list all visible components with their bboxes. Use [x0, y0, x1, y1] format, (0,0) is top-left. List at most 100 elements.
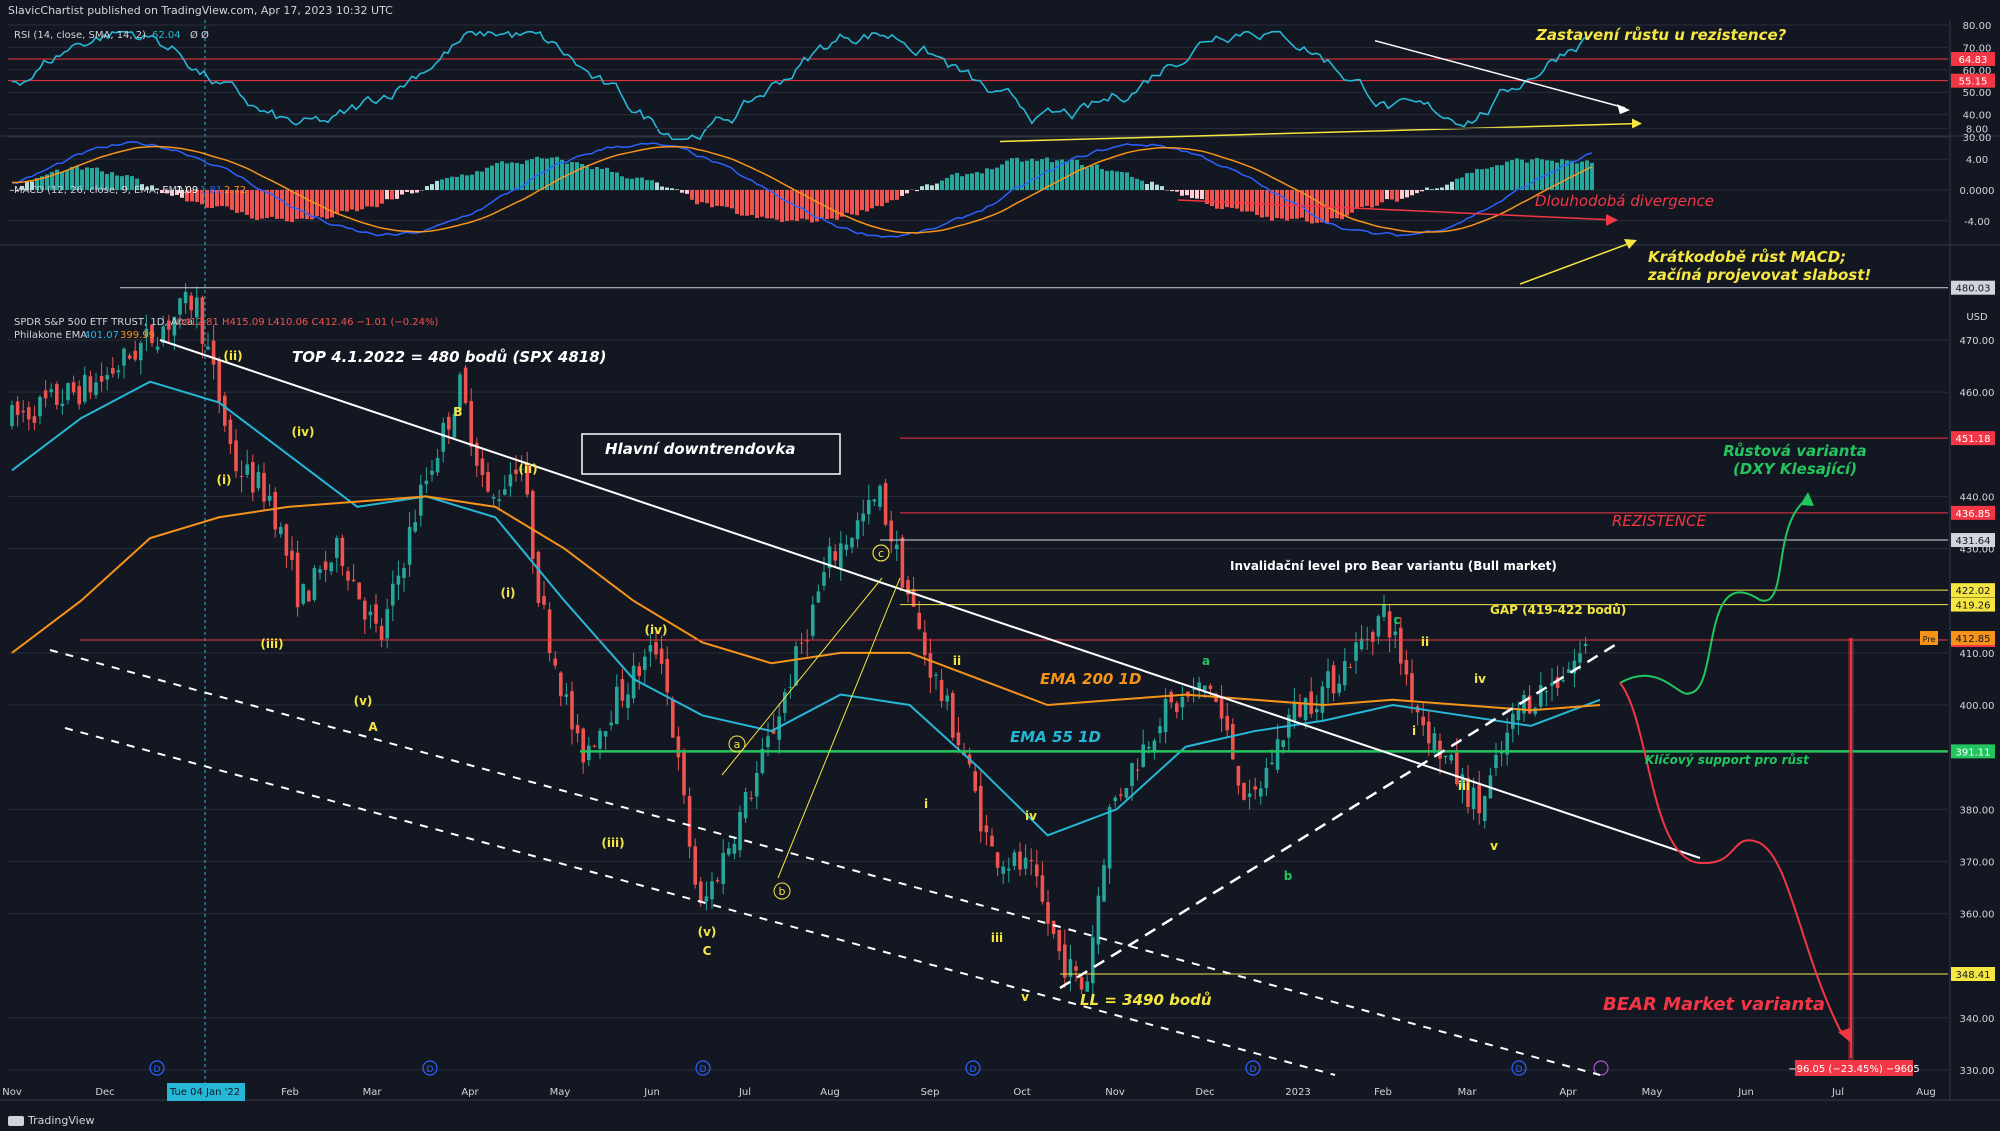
macd-histogram-bar [875, 190, 879, 206]
price-candle-body [211, 340, 216, 365]
macd-histogram-bar [1015, 157, 1019, 190]
macd-histogram-bar [60, 172, 64, 190]
price-candle-body [183, 291, 188, 304]
price-candle-body [676, 736, 681, 758]
macd-histogram-bar [685, 190, 689, 194]
macd-histogram-bar [1560, 159, 1564, 190]
price-candle-body [615, 686, 619, 725]
macd-tick-label: 4.00 [1966, 155, 1988, 166]
price-candle-body [951, 693, 955, 738]
macd-histogram-bar [950, 174, 954, 190]
macd-histogram-bar [1235, 190, 1239, 209]
time-axis-label: Jul [738, 1087, 751, 1098]
rsi-level-badge [1951, 51, 1995, 66]
price-candle-body [307, 590, 311, 602]
macd-histogram-bar [815, 190, 819, 222]
price-candle-body [368, 611, 373, 616]
macd-histogram-bar [1330, 190, 1334, 219]
time-axis-label: Jun [1737, 1087, 1754, 1098]
wave-label: B [453, 405, 462, 419]
macd-histogram-bar [1420, 190, 1424, 192]
price-candle-body [122, 348, 126, 366]
price-candle-body [575, 725, 580, 734]
price-candle-body [1438, 740, 1442, 759]
wave-label: a [734, 738, 741, 751]
price-candle-body [799, 642, 804, 644]
ema55-label: EMA 55 1D [1010, 728, 1101, 746]
main-downtrend-line [159, 339, 1701, 859]
macd-histogram-bar [695, 190, 699, 205]
macd-histogram-bar [955, 172, 959, 190]
macd-histogram-bar [785, 190, 789, 222]
price-candle-body [945, 695, 949, 702]
macd-histogram-bar [390, 190, 394, 200]
price-candle-body [463, 367, 468, 404]
macd-histogram-bar [320, 190, 324, 218]
macd-line [11, 141, 1593, 238]
macd-histogram-bar [1270, 190, 1274, 221]
wave-label: (ii) [518, 462, 537, 476]
macd-histogram-bar [1575, 163, 1579, 190]
macd-histogram-bar [330, 190, 334, 218]
price-candle-body [542, 596, 546, 605]
macd-histogram-bar [665, 187, 669, 190]
price-candle-body [872, 499, 877, 502]
macd-histogram-bar [630, 178, 634, 190]
price-candle-body [43, 390, 48, 399]
macd-histogram-bar [1170, 190, 1174, 192]
price-candle-body [710, 881, 714, 900]
price-candle-body [262, 472, 266, 502]
macd-short-arrowhead [1624, 239, 1637, 249]
price-candle-body [1275, 739, 1280, 770]
price-candle-body [995, 852, 1000, 868]
price-candle-body [1567, 669, 1571, 673]
macd-histogram-bar [35, 177, 39, 190]
macd-histogram-bar [730, 190, 734, 209]
price-candle-body [979, 785, 983, 832]
time-axis-label: Sep [921, 1087, 940, 1098]
price-candle-body [1253, 786, 1257, 790]
macd-histogram-bar [1155, 184, 1159, 190]
macd-histogram-bar [415, 190, 419, 193]
price-candle-body [323, 561, 328, 570]
price-candle-body [458, 374, 462, 411]
price-candle-body [167, 320, 171, 330]
price-candle-body [385, 609, 389, 639]
time-axis-label: Oct [1013, 1087, 1030, 1098]
dividend-marker-icon [1245, 1060, 1261, 1076]
price-candle-body [1404, 659, 1409, 675]
rsi-legend-extra: Ø Ø [190, 29, 209, 41]
price-candle-body [788, 686, 793, 688]
macd-histogram-bar [1000, 164, 1004, 190]
price-candle-body [1169, 692, 1173, 703]
split-marker-icon [1593, 1060, 1609, 1076]
price-candle-body [1091, 937, 1095, 984]
price-candle-body [659, 648, 664, 664]
price-candle-body [94, 382, 98, 396]
macd-histogram-bar [1210, 190, 1214, 207]
price-candle-body [805, 640, 809, 642]
macd-histogram-bar [150, 185, 154, 190]
price-candle-body [284, 524, 289, 556]
macd-histogram-bar [430, 184, 434, 190]
wave-label: iii [1458, 779, 1470, 793]
price-candle-body [570, 691, 574, 730]
macd-short-label-2: začíná projevovat slabost! [1647, 266, 1871, 284]
macd-histogram-bar [1380, 190, 1384, 203]
dividend-marker-icon [149, 1060, 165, 1076]
macd-histogram-bar [635, 177, 639, 190]
macd-histogram-bar [710, 190, 714, 208]
macd-histogram-bar [605, 167, 609, 190]
macd-histogram-bar [780, 190, 784, 222]
price-candle-body [379, 626, 384, 640]
time-axis-label: 2023 [1285, 1087, 1310, 1098]
macd-histogram-bar [1585, 160, 1589, 190]
price-candle-body [480, 458, 485, 475]
tradingview-footer[interactable]: TradingView [8, 1114, 94, 1127]
rsi-resistance-trendline [1374, 39, 1626, 109]
price-candle-body [1326, 671, 1330, 688]
macd-histogram-bar [1100, 169, 1104, 190]
macd-histogram-bar [75, 165, 79, 190]
ema55-legend-value: 401.07 [84, 330, 119, 341]
